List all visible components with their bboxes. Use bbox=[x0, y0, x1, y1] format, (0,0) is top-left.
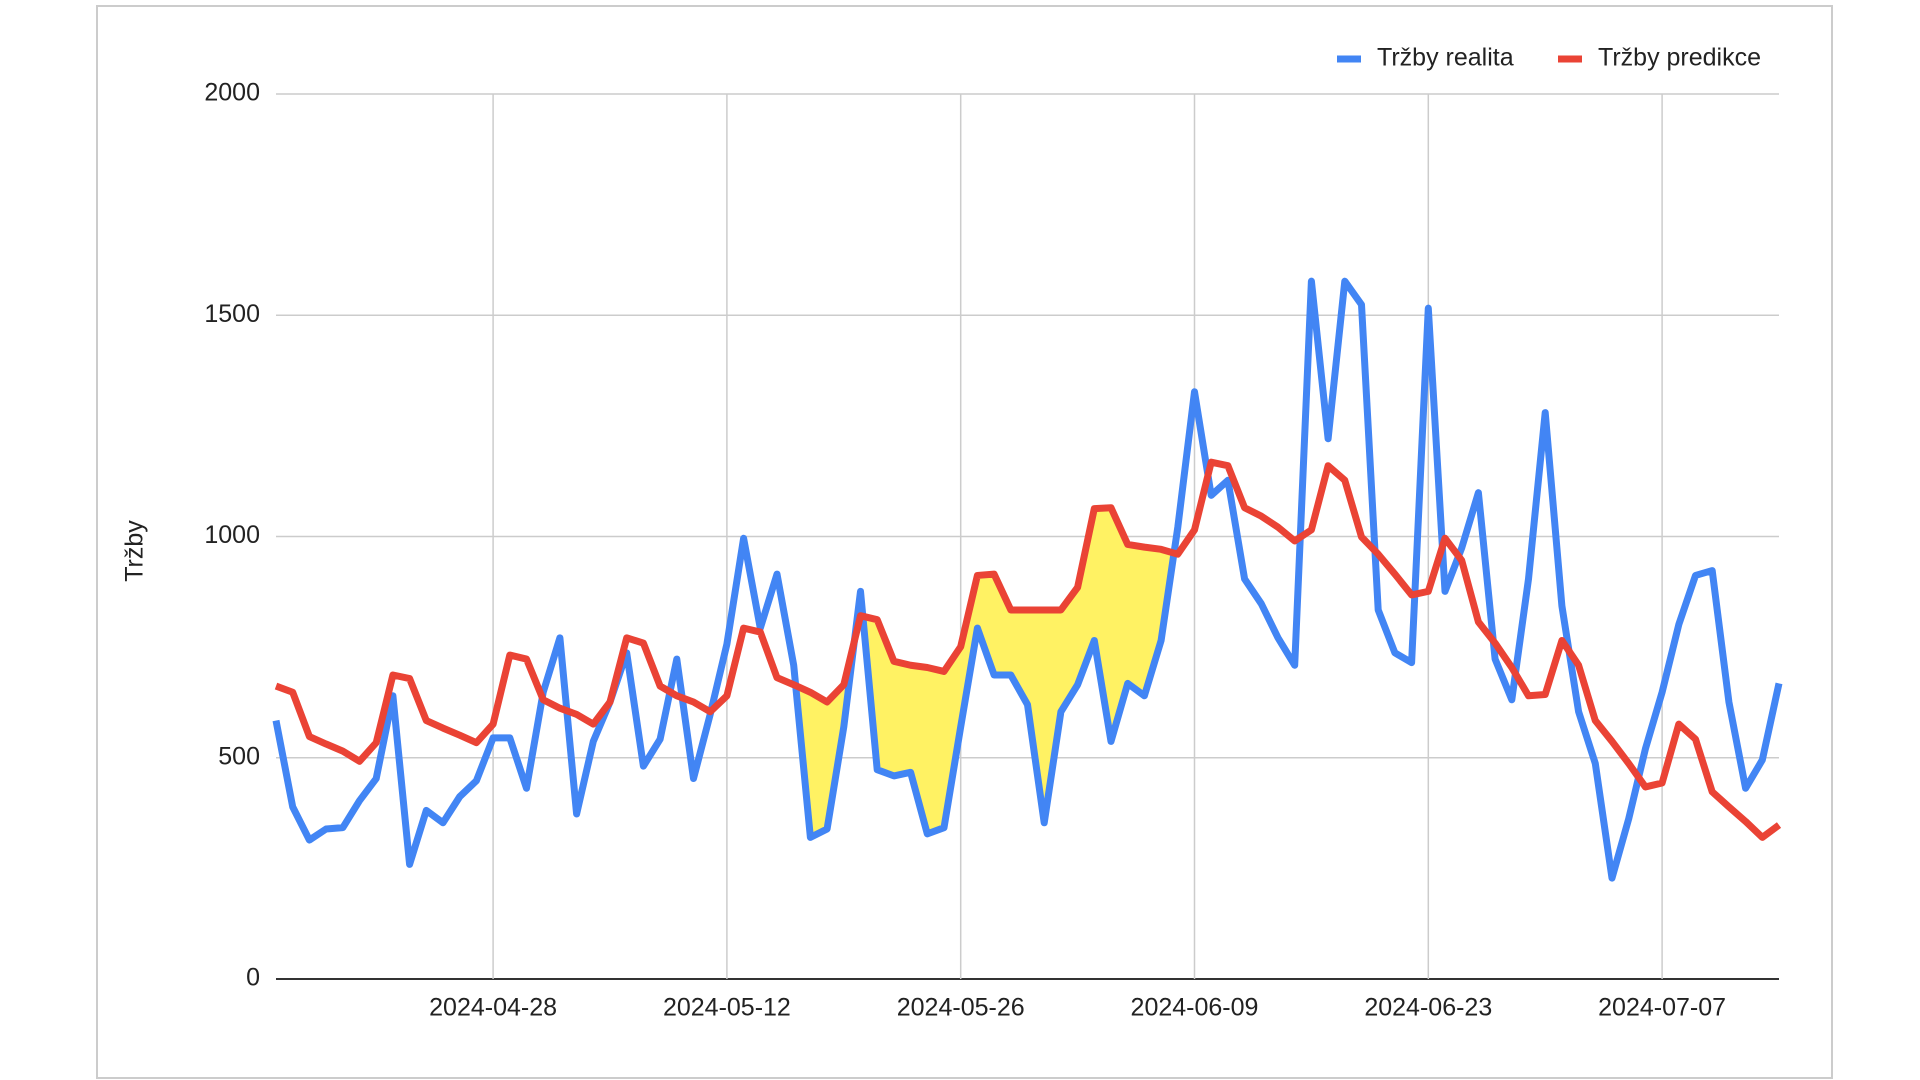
y-tick-label: 2000 bbox=[204, 79, 260, 107]
y-axis-title: Tržby bbox=[121, 520, 149, 582]
y-tick-label: 1000 bbox=[204, 521, 260, 549]
y-tick-label: 0 bbox=[246, 964, 260, 992]
series-line bbox=[274, 458, 1782, 841]
x-tick-label: 2024-04-28 bbox=[429, 994, 557, 1022]
x-tick-label: 2024-05-12 bbox=[663, 994, 791, 1022]
y-tick-label: 1500 bbox=[204, 300, 260, 328]
legend-label: Tržby predikce bbox=[1598, 44, 1761, 72]
chart-frame bbox=[96, 5, 1833, 1079]
x-tick-label: 2024-07-07 bbox=[1598, 994, 1726, 1022]
x-tick-label: 2024-05-26 bbox=[897, 994, 1025, 1022]
legend-label: Tržby realita bbox=[1377, 44, 1514, 72]
x-tick-label: 2024-06-09 bbox=[1131, 994, 1259, 1022]
y-tick-label: 500 bbox=[218, 742, 260, 770]
x-tick-label: 2024-06-23 bbox=[1364, 994, 1492, 1022]
highlight-area bbox=[793, 507, 1178, 838]
series-line bbox=[272, 277, 1783, 882]
